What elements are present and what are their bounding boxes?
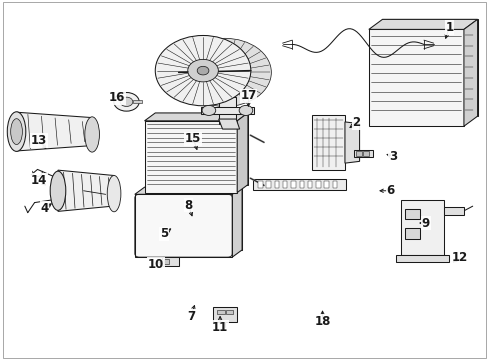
Text: 18: 18 bbox=[314, 315, 330, 328]
Polygon shape bbox=[311, 115, 344, 170]
Bar bbox=[161, 257, 178, 266]
Polygon shape bbox=[405, 228, 419, 239]
Polygon shape bbox=[237, 113, 247, 193]
Polygon shape bbox=[155, 113, 247, 185]
Circle shape bbox=[155, 36, 250, 106]
Polygon shape bbox=[200, 107, 254, 114]
Bar bbox=[324, 181, 328, 188]
Text: 11: 11 bbox=[212, 320, 228, 333]
Polygon shape bbox=[368, 30, 463, 126]
Polygon shape bbox=[405, 209, 419, 220]
Polygon shape bbox=[382, 19, 477, 116]
Bar bbox=[332, 181, 336, 188]
Circle shape bbox=[209, 61, 240, 84]
Bar bbox=[213, 307, 236, 321]
Bar bbox=[307, 181, 312, 188]
Bar bbox=[163, 259, 169, 264]
Text: 2: 2 bbox=[352, 116, 360, 129]
Polygon shape bbox=[17, 112, 92, 151]
Text: 10: 10 bbox=[147, 258, 163, 271]
Circle shape bbox=[114, 93, 139, 111]
Polygon shape bbox=[463, 19, 477, 126]
Text: 15: 15 bbox=[185, 132, 201, 145]
Polygon shape bbox=[135, 194, 232, 257]
Polygon shape bbox=[144, 113, 247, 121]
Polygon shape bbox=[218, 97, 236, 124]
Bar bbox=[253, 179, 345, 190]
Polygon shape bbox=[344, 122, 359, 163]
Bar bbox=[355, 151, 361, 156]
Polygon shape bbox=[218, 119, 239, 129]
Bar bbox=[133, 100, 142, 103]
Bar bbox=[316, 181, 320, 188]
Ellipse shape bbox=[84, 117, 99, 152]
Bar bbox=[291, 181, 295, 188]
Polygon shape bbox=[368, 19, 477, 30]
Text: 1: 1 bbox=[444, 21, 452, 34]
Text: 3: 3 bbox=[388, 150, 396, 163]
Polygon shape bbox=[144, 121, 237, 193]
Polygon shape bbox=[144, 187, 242, 250]
Text: 13: 13 bbox=[31, 134, 47, 147]
Ellipse shape bbox=[107, 175, 121, 212]
Bar bbox=[266, 181, 270, 188]
Bar bbox=[258, 181, 262, 188]
Circle shape bbox=[202, 105, 215, 116]
Ellipse shape bbox=[7, 112, 26, 152]
Text: 9: 9 bbox=[421, 216, 429, 230]
Polygon shape bbox=[395, 255, 448, 262]
Bar bbox=[299, 181, 304, 188]
Polygon shape bbox=[232, 187, 242, 257]
Ellipse shape bbox=[50, 171, 66, 210]
Text: 12: 12 bbox=[451, 251, 467, 264]
Text: 7: 7 bbox=[186, 310, 195, 323]
Polygon shape bbox=[58, 170, 114, 211]
Circle shape bbox=[120, 97, 133, 107]
Bar bbox=[217, 310, 224, 314]
Polygon shape bbox=[400, 200, 444, 255]
Circle shape bbox=[178, 38, 271, 107]
Bar bbox=[444, 207, 463, 215]
Text: 8: 8 bbox=[184, 199, 192, 212]
Text: 16: 16 bbox=[108, 91, 124, 104]
Bar bbox=[226, 310, 232, 314]
Bar bbox=[353, 149, 372, 157]
Bar bbox=[274, 181, 279, 188]
Circle shape bbox=[187, 59, 218, 82]
Text: 5: 5 bbox=[160, 227, 168, 240]
Ellipse shape bbox=[11, 119, 22, 144]
Bar bbox=[283, 181, 287, 188]
Circle shape bbox=[197, 66, 208, 75]
Text: 4: 4 bbox=[41, 202, 49, 215]
Text: 6: 6 bbox=[386, 184, 394, 197]
Polygon shape bbox=[135, 187, 242, 194]
Circle shape bbox=[239, 105, 252, 116]
Bar bbox=[363, 151, 368, 156]
Text: 17: 17 bbox=[240, 89, 256, 102]
Text: 14: 14 bbox=[30, 174, 47, 186]
